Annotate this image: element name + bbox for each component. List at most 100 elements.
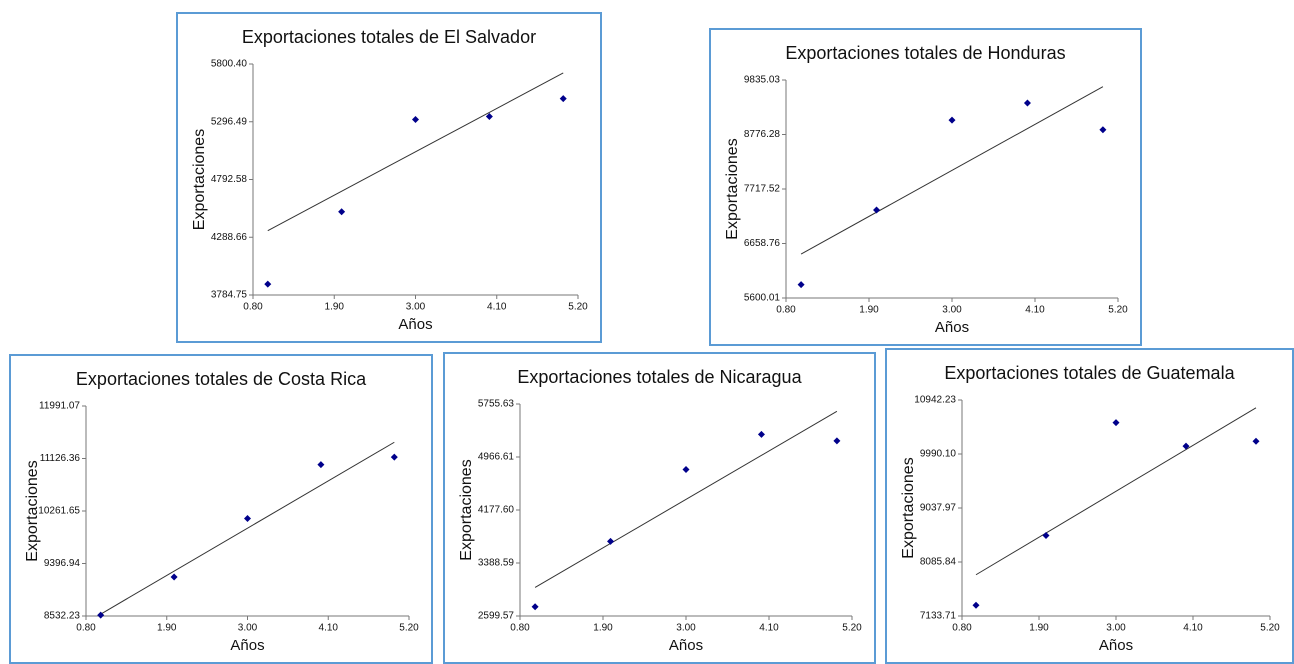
x-tick-label: 1.90 bbox=[1029, 623, 1049, 634]
trendline bbox=[100, 441, 395, 615]
chart: Exportaciones totales de El Salvador 3784… bbox=[191, 27, 588, 333]
chart-title: Exportaciones totales de Nicaragua bbox=[517, 367, 802, 387]
x-tick-label: 1.90 bbox=[157, 623, 177, 634]
data-point bbox=[1252, 437, 1260, 445]
y-axis-label: Exportaciones bbox=[191, 129, 208, 230]
x-tick-label: 3.00 bbox=[406, 302, 426, 313]
trendline bbox=[267, 72, 564, 232]
y-tick-label: 2599.57 bbox=[478, 611, 515, 622]
x-tick-label: 4.10 bbox=[1183, 623, 1203, 634]
y-tick-label: 6658.76 bbox=[744, 238, 781, 249]
x-tick-label: 5.20 bbox=[568, 302, 588, 313]
x-tick-label: 5.20 bbox=[399, 623, 419, 634]
data-point bbox=[97, 611, 105, 619]
y-tick-label: 11991.07 bbox=[39, 401, 80, 412]
x-tick-label: 1.90 bbox=[325, 302, 345, 313]
data-point bbox=[757, 430, 765, 438]
y-axis-label: Exportaciones bbox=[724, 138, 741, 239]
y-tick-label: 5296.49 bbox=[211, 116, 248, 127]
x-axis-label: Años bbox=[398, 316, 432, 333]
data-point bbox=[1182, 442, 1190, 450]
chart-title: Exportaciones totales de Costa Rica bbox=[76, 369, 367, 389]
chart-title: Exportaciones totales de Guatemala bbox=[944, 363, 1235, 383]
data-point bbox=[1112, 419, 1120, 427]
y-tick-label: 3388.59 bbox=[478, 558, 515, 569]
x-tick-label: 5.20 bbox=[1260, 623, 1280, 634]
y-tick-label: 4792.58 bbox=[211, 174, 248, 185]
y-tick-label: 10942.23 bbox=[914, 395, 956, 406]
x-tick-label: 5.20 bbox=[842, 623, 862, 634]
data-point bbox=[797, 281, 805, 289]
x-tick-label: 4.10 bbox=[319, 623, 339, 634]
chart-panel: Exportaciones totales de Costa Rica 8532.… bbox=[9, 354, 433, 664]
data-point bbox=[170, 573, 178, 581]
x-tick-label: 4.10 bbox=[487, 302, 507, 313]
data-point bbox=[531, 603, 539, 611]
data-point bbox=[338, 208, 346, 216]
data-point bbox=[264, 280, 272, 288]
y-tick-label: 5755.63 bbox=[478, 399, 515, 410]
y-tick-label: 9835.03 bbox=[744, 75, 781, 86]
data-point bbox=[948, 116, 956, 124]
data-point bbox=[390, 453, 398, 461]
data-point bbox=[412, 116, 419, 124]
chart: Exportaciones totales de Honduras 5600.01… bbox=[724, 43, 1128, 336]
x-axis-label: Años bbox=[669, 637, 703, 654]
y-tick-label: 8085.84 bbox=[920, 557, 957, 568]
x-tick-label: 0.80 bbox=[952, 623, 972, 634]
trendline bbox=[800, 86, 1104, 255]
x-tick-label: 3.00 bbox=[676, 623, 696, 634]
data-point bbox=[559, 95, 567, 103]
x-tick-label: 5.20 bbox=[1108, 305, 1128, 316]
y-tick-label: 9037.97 bbox=[920, 503, 957, 514]
y-tick-label: 5800.40 bbox=[211, 59, 248, 70]
data-point bbox=[682, 465, 690, 473]
x-tick-label: 0.80 bbox=[510, 623, 530, 634]
data-point bbox=[833, 437, 841, 445]
data-point bbox=[1023, 99, 1031, 107]
y-tick-label: 4966.61 bbox=[478, 452, 515, 463]
y-tick-label: 8532.23 bbox=[44, 611, 81, 622]
x-tick-label: 3.00 bbox=[942, 305, 962, 316]
x-axis-label: Años bbox=[230, 637, 264, 654]
x-tick-label: 0.80 bbox=[76, 623, 96, 634]
x-tick-label: 1.90 bbox=[593, 623, 613, 634]
y-tick-label: 5600.01 bbox=[744, 293, 781, 304]
chart-title: Exportaciones totales de Honduras bbox=[785, 43, 1065, 63]
y-tick-label: 3784.75 bbox=[211, 290, 248, 301]
y-tick-label: 7717.52 bbox=[744, 184, 781, 195]
data-point bbox=[972, 601, 980, 609]
chart: Exportaciones totales de Guatemala 7133.7… bbox=[900, 363, 1280, 654]
y-tick-label: 4288.66 bbox=[211, 232, 248, 243]
x-tick-label: 0.80 bbox=[776, 305, 796, 316]
x-tick-label: 3.00 bbox=[1106, 623, 1126, 634]
data-point bbox=[607, 537, 615, 545]
chart-panel: Exportaciones totales de El Salvador 3784… bbox=[176, 12, 602, 343]
data-point bbox=[873, 206, 881, 214]
x-tick-label: 4.10 bbox=[759, 623, 779, 634]
chart-panel: Exportaciones totales de Nicaragua 2599.5… bbox=[443, 352, 876, 664]
x-axis-label: Años bbox=[935, 319, 969, 336]
chart-panel: Exportaciones totales de Honduras 5600.01… bbox=[709, 28, 1142, 346]
y-axis-label: Exportaciones bbox=[24, 460, 41, 561]
x-axis-label: Años bbox=[1099, 637, 1133, 654]
trendline bbox=[975, 407, 1257, 576]
data-point bbox=[1042, 532, 1050, 540]
y-tick-label: 7133.71 bbox=[920, 611, 957, 622]
y-axis-label: Exportaciones bbox=[900, 457, 917, 558]
chart-title: Exportaciones totales de El Salvador bbox=[242, 27, 536, 47]
data-point bbox=[485, 113, 493, 121]
y-tick-label: 9396.94 bbox=[44, 558, 81, 569]
y-axis-label: Exportaciones bbox=[458, 459, 475, 560]
y-tick-label: 9990.10 bbox=[920, 449, 957, 460]
chart: Exportaciones totales de Nicaragua 2599.5… bbox=[458, 367, 862, 654]
data-point bbox=[317, 461, 325, 469]
x-tick-label: 0.80 bbox=[243, 302, 263, 313]
y-tick-label: 4177.60 bbox=[478, 505, 515, 516]
y-tick-label: 8776.28 bbox=[744, 129, 781, 140]
y-tick-label: 10261.65 bbox=[38, 506, 80, 517]
x-tick-label: 3.00 bbox=[238, 623, 258, 634]
trendline bbox=[534, 410, 838, 588]
x-tick-label: 1.90 bbox=[859, 305, 879, 316]
